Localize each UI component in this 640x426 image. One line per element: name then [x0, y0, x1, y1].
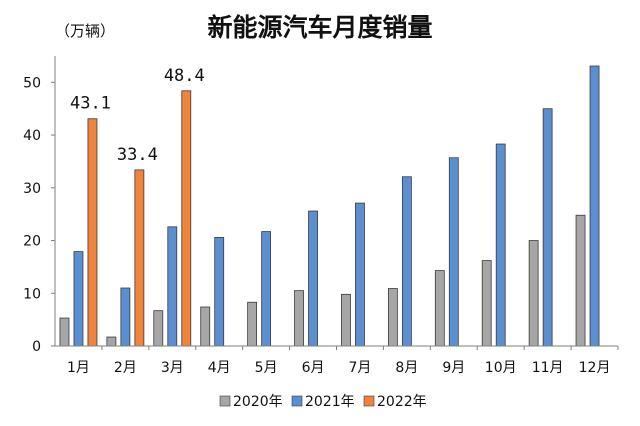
y-tick-label: 20 [23, 234, 41, 250]
bar-2020年-8月 [387, 288, 398, 347]
bar-2021年-8月 [401, 176, 412, 347]
bar-2021年-11月 [542, 108, 553, 347]
legend-label: 2020年 [233, 394, 283, 410]
bar-2021年-6月 [308, 210, 318, 347]
legend-swatch [363, 395, 375, 407]
bar-2020年-3月 [153, 310, 164, 347]
bar-2020年-4月 [200, 306, 211, 347]
bar-2020年-12月 [575, 214, 586, 347]
legend-label: 2022年 [377, 394, 427, 410]
legend-swatch [219, 395, 231, 407]
y-tick-label: 30 [23, 181, 41, 197]
x-tick-label: 9月 [442, 360, 465, 376]
legend-label: 2021年 [305, 394, 355, 410]
chart-title: 新能源汽车月度销量 [207, 13, 432, 42]
x-tick-label: 3月 [161, 360, 184, 376]
x-tick-label: 2月 [114, 360, 137, 376]
bar-2021年-10月 [495, 143, 506, 347]
legend: 2020年 2021年 2022年 [219, 394, 427, 410]
x-tick-label: 7月 [348, 360, 371, 376]
x-tick-label: 10月 [485, 360, 517, 376]
bar-2020年-9月 [434, 270, 445, 347]
bar-2020年-6月 [294, 290, 304, 347]
x-tick-label: 5月 [255, 360, 278, 376]
bar-2022年-1月 [87, 118, 98, 347]
bar-2021年-1月 [73, 251, 84, 347]
y-tick-label: 40 [23, 128, 41, 144]
bar-2021年-12月 [589, 65, 600, 347]
bar-2020年-1月 [59, 317, 70, 347]
plot-area [59, 65, 600, 347]
bar-2020年-7月 [341, 293, 351, 347]
y-axis: 0 10 20 30 40 50 [23, 56, 56, 355]
bar-2021年-7月 [355, 202, 365, 347]
bar-2020年-10月 [481, 260, 492, 347]
x-tick-label: 8月 [395, 360, 418, 376]
x-tick-label: 4月 [208, 360, 231, 376]
y-tick-label: 0 [32, 339, 41, 355]
x-tick-label: 12月 [579, 360, 611, 376]
data-labels: 43.1 33.4 48.4 [70, 66, 205, 165]
bar-2022年-2月 [134, 169, 145, 347]
bar-2020年-11月 [528, 240, 539, 347]
legend-swatch [291, 395, 303, 407]
x-tick-label: 11月 [532, 360, 564, 376]
x-tick-label: 6月 [302, 360, 325, 376]
bar-2021年-5月 [261, 231, 272, 347]
data-label: 33.4 [117, 145, 158, 165]
data-label: 48.4 [164, 66, 205, 86]
data-label: 43.1 [70, 94, 111, 114]
y-tick-label: 50 [23, 75, 41, 91]
bar-2021年-4月 [214, 236, 225, 347]
bar-2020年-2月 [106, 336, 117, 347]
bar-2022年-3月 [181, 90, 192, 347]
bar-2021年-2月 [120, 287, 131, 347]
x-axis: 1月 2月 3月 4月 5月 6月 7月 8月 9月 10月 11月 12月 [55, 345, 619, 376]
x-tick-label: 1月 [67, 360, 90, 376]
bar-2021年-3月 [167, 226, 178, 347]
bar-2021年-9月 [448, 157, 459, 347]
y-tick-label: 10 [23, 286, 41, 302]
y-axis-unit-label: （万辆） [55, 22, 115, 40]
bar-2020年-5月 [247, 301, 258, 347]
